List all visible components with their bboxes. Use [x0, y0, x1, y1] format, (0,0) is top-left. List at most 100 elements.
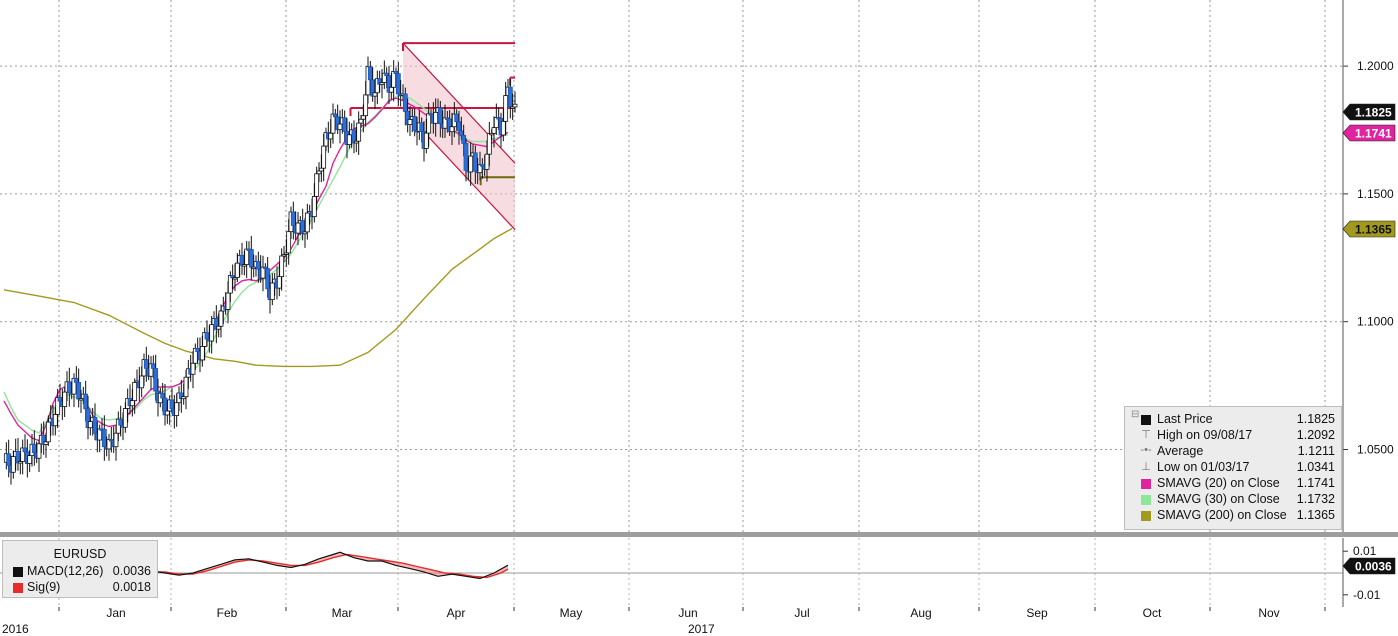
candle-body: [73, 377, 79, 383]
candle-body: [87, 421, 93, 429]
macd-legend-title: EURUSD: [53, 547, 107, 561]
candles: [3, 56, 518, 485]
price-tag-label: 1.1825: [1355, 106, 1392, 120]
candle-body: [209, 324, 215, 342]
candle-body: [360, 115, 366, 120]
candle-body: [227, 275, 233, 294]
candle-body: [314, 173, 320, 197]
candle-body: [10, 456, 16, 473]
candle-body: [244, 248, 250, 265]
candle-body: [484, 153, 490, 170]
legend-value: 1.1365: [1296, 508, 1335, 522]
candle-body: [45, 421, 51, 443]
candle-body: [279, 255, 285, 278]
candle-body: [27, 455, 33, 464]
price-tag-label: 1.1741: [1355, 127, 1392, 141]
candle-body: [66, 381, 72, 394]
legend-tree-icon: ⊟: [1131, 409, 1140, 420]
candle-body: [239, 254, 245, 266]
candle-body: [419, 122, 425, 132]
candle-body: [363, 94, 369, 117]
candle-body: [22, 447, 28, 453]
legend-label: SMAVG (30) on Close: [1157, 492, 1280, 506]
candle-body: [512, 103, 518, 108]
price-tag: [1342, 124, 1396, 142]
legend-row: SMAVG (20) on Close 1.1741: [1125, 476, 1341, 492]
candle-body: [458, 130, 464, 136]
legend-swatch: [1141, 415, 1151, 425]
trend-channel-upper: [402, 42, 516, 164]
candle-body: [318, 167, 324, 172]
candle-body: [321, 145, 327, 169]
candle-body: [57, 397, 63, 402]
legend-swatch: [1141, 511, 1151, 521]
legend-glyph-icon: ⊤: [1141, 429, 1151, 441]
x-tick-label: Jan: [106, 606, 125, 620]
y-tick-label: 1.1000: [1357, 315, 1394, 329]
candle-body: [328, 132, 334, 140]
candle-body: [83, 393, 89, 410]
year-label: 2016: [2, 622, 29, 636]
candle-body: [463, 142, 469, 171]
legend-label: Low on 01/03/17: [1157, 460, 1250, 474]
x-tick-label: Mar: [332, 606, 353, 620]
legend-row: ⊥ Low on 01/03/17 1.0341: [1125, 460, 1341, 476]
legend-label: SMAVG (200) on Close: [1157, 508, 1287, 522]
candle-body: [269, 282, 275, 301]
legend-value: 1.1741: [1296, 476, 1335, 490]
candle-body: [62, 391, 68, 408]
candle-body: [461, 134, 467, 144]
candle-body: [332, 113, 338, 118]
x-tick-label: Aug: [910, 606, 931, 620]
candle-body: [195, 347, 201, 353]
candle-body: [456, 121, 462, 132]
candle-body: [218, 310, 224, 327]
year-label: 2017: [688, 622, 715, 636]
macd-legend-row: MACD(12,26) 0.0036: [3, 564, 157, 580]
candle-body: [113, 432, 119, 448]
y-tick-label: 1.2000: [1357, 59, 1394, 73]
candle-body: [468, 155, 474, 173]
candle-body: [31, 443, 37, 453]
legend-value: 1.2092: [1296, 428, 1335, 442]
macd-y-tick-label: -0.01: [1353, 588, 1381, 602]
legend-value: 1.1211: [1297, 444, 1335, 458]
sma200-line: [3, 227, 513, 368]
candle-body: [199, 345, 205, 361]
candle-body: [276, 276, 282, 289]
candle-body: [216, 325, 222, 330]
x-tick-label: Oct: [1143, 606, 1162, 620]
candle-body: [174, 402, 180, 416]
candle-body: [36, 443, 42, 459]
candle-body: [122, 408, 128, 428]
x-tick-label: May: [560, 606, 583, 620]
candle-body: [6, 453, 12, 466]
candle-body: [507, 86, 513, 108]
candle-body: [412, 116, 418, 132]
candle-body: [311, 195, 317, 218]
candle-body: [472, 152, 478, 172]
candle-body: [342, 117, 348, 132]
candle-body: [265, 268, 271, 290]
candle-body: [304, 212, 310, 233]
macd-legend: EURUSD MACD(12,26) 0.0036 Sig(9) 0.0018: [2, 540, 158, 598]
candle-body: [407, 118, 413, 126]
legend-row: SMAVG (30) on Close 1.1732: [1125, 492, 1341, 508]
signal-swatch: [13, 583, 23, 593]
x-tick-label: Apr: [447, 606, 466, 620]
legend-label: Last Price: [1157, 412, 1213, 426]
candle-body: [295, 222, 301, 234]
candle-body: [423, 132, 429, 149]
price-tag-label: 1.1365: [1355, 223, 1392, 237]
candle-body: [286, 231, 292, 254]
legend-row: SMAVG (200) on Close 1.1365: [1125, 508, 1341, 524]
candle-body: [248, 249, 254, 268]
candle-body: [503, 95, 509, 122]
candle-body: [500, 120, 506, 136]
candle-body: [160, 392, 166, 399]
candle-body: [316, 170, 322, 175]
legend-row: ⊤ High on 09/08/17 1.2092: [1125, 428, 1341, 444]
candle-body: [367, 66, 373, 81]
candle-body: [358, 118, 364, 124]
